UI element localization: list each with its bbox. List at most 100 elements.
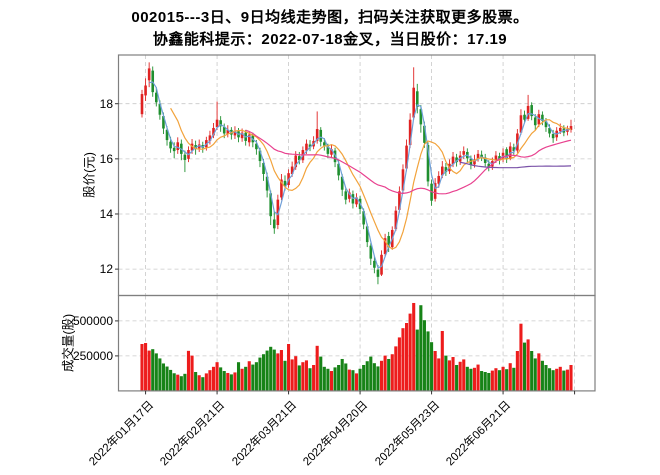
ma9-line xyxy=(170,107,572,250)
volume-bar xyxy=(351,370,355,391)
volume-bar xyxy=(447,360,451,391)
volume-bar xyxy=(194,372,198,391)
volume-bar xyxy=(329,371,334,391)
candle-body xyxy=(155,92,158,103)
candle-body xyxy=(272,219,276,229)
volume-tick-label: 250000 xyxy=(72,348,113,363)
volume-bar xyxy=(262,354,266,391)
candle-body xyxy=(183,154,187,160)
volume-bar xyxy=(555,368,559,391)
ma90-line xyxy=(460,161,572,169)
axes-spines xyxy=(115,54,596,395)
candle-body xyxy=(533,117,537,126)
volume-bar xyxy=(258,357,262,391)
volume-bar xyxy=(415,329,419,391)
candle-body xyxy=(247,134,251,143)
price-axis-label: 股价(元) xyxy=(82,152,97,198)
candle-body xyxy=(494,155,498,161)
volume-bar xyxy=(569,365,573,391)
volume-bar xyxy=(519,323,523,391)
volume-bar xyxy=(472,367,477,391)
volume-bar xyxy=(490,370,494,391)
volume-bar xyxy=(294,356,298,391)
candle-body xyxy=(441,166,444,176)
gridlines xyxy=(118,55,595,391)
candle-body xyxy=(226,129,230,135)
volume-bar xyxy=(537,353,541,391)
volume-bar xyxy=(369,356,373,391)
price-tick-label: 16 xyxy=(99,151,113,166)
volume-bar xyxy=(422,320,426,391)
price-tick-label: 18 xyxy=(99,96,113,111)
candle-body xyxy=(505,149,508,160)
volume-bar xyxy=(401,328,405,391)
candle-body xyxy=(512,147,516,152)
candle-body xyxy=(144,85,147,96)
candlestick-series xyxy=(140,62,573,285)
candle-body xyxy=(401,169,405,191)
candle-body xyxy=(340,176,344,190)
volume-bar xyxy=(412,302,416,391)
volume-bar xyxy=(304,360,308,391)
candle-body xyxy=(158,103,162,115)
candle-body xyxy=(172,147,176,152)
candle-body xyxy=(383,238,387,254)
chart-subtitle: 协鑫能科提示：2022-07-18金叉，当日股价：17.19 xyxy=(152,31,508,48)
volume-bar xyxy=(158,358,162,391)
volume-bar xyxy=(558,366,562,391)
volume-bar xyxy=(236,362,241,391)
volume-bar xyxy=(140,344,144,391)
volume-bar xyxy=(430,342,434,391)
volume-bar xyxy=(465,366,469,391)
volume-bar xyxy=(387,358,391,391)
volume-bar xyxy=(315,345,319,391)
candle-body xyxy=(415,91,419,108)
volume-bar xyxy=(483,372,487,391)
candle-body xyxy=(444,167,448,173)
candle-body xyxy=(258,150,262,162)
candle-body xyxy=(222,127,226,134)
volume-bar xyxy=(186,350,191,391)
volume-panel-border xyxy=(117,294,596,392)
candle-body xyxy=(276,199,280,226)
volume-bar xyxy=(562,370,566,391)
candle-body xyxy=(426,145,430,182)
volume-bar xyxy=(383,355,387,391)
candle-body xyxy=(473,159,476,165)
candle-body xyxy=(376,269,380,277)
candle-body xyxy=(294,155,298,168)
volume-bar xyxy=(247,361,251,391)
candle-body xyxy=(197,144,201,149)
candle-body xyxy=(433,183,437,199)
volume-bar xyxy=(276,353,280,391)
volume-bar xyxy=(312,365,316,391)
volume-bar xyxy=(154,353,158,391)
volume-bar xyxy=(226,372,230,391)
volume-bar xyxy=(372,363,376,391)
candle-body xyxy=(558,127,562,132)
candle-body xyxy=(348,192,351,199)
candle-body xyxy=(394,210,398,230)
candle-body xyxy=(365,226,369,243)
candle-body xyxy=(319,129,323,142)
candle-body xyxy=(362,211,365,225)
volume-bar xyxy=(233,372,237,391)
volume-bar xyxy=(169,369,173,391)
volume-bar xyxy=(548,368,552,391)
candle-body xyxy=(215,119,219,128)
volume-bar xyxy=(362,365,366,391)
volume-bar xyxy=(397,337,401,391)
volume-bar xyxy=(551,370,555,391)
candle-body xyxy=(387,236,390,248)
candle-body xyxy=(526,105,530,119)
volume-bar xyxy=(279,350,283,391)
volume-bar xyxy=(190,355,194,391)
volume-bar xyxy=(487,372,491,391)
candle-body xyxy=(551,134,555,139)
candle-body xyxy=(305,143,308,151)
volume-bar xyxy=(269,346,273,391)
candle-body xyxy=(255,143,258,150)
volume-bar xyxy=(505,369,509,391)
volume-bar xyxy=(290,359,294,391)
